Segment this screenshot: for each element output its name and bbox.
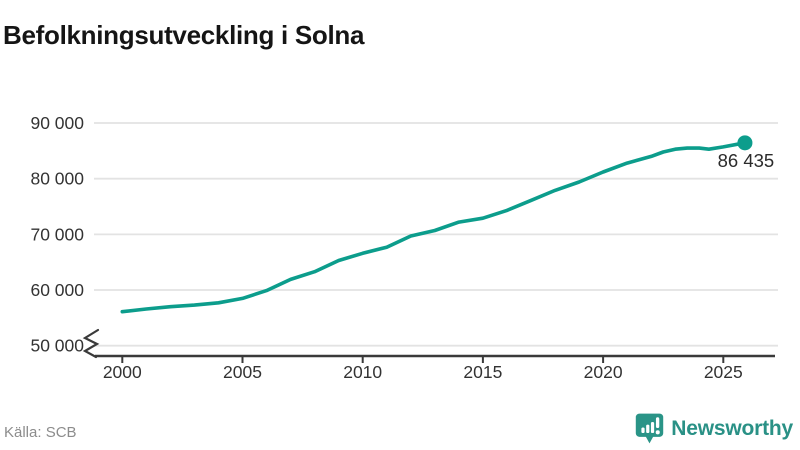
source-label: Källa: SCB — [4, 424, 77, 441]
svg-text:86 435: 86 435 — [718, 150, 775, 171]
svg-text:70 000: 70 000 — [30, 224, 84, 244]
bar-chart-speech-bubble-icon — [636, 413, 664, 444]
svg-text:80 000: 80 000 — [30, 169, 84, 189]
svg-text:2015: 2015 — [463, 362, 502, 382]
newsworthy-logo[interactable]: Newsworthy — [635, 413, 793, 444]
svg-text:2005: 2005 — [223, 362, 262, 382]
svg-text:2025: 2025 — [704, 362, 743, 382]
svg-text:2000: 2000 — [103, 362, 142, 382]
svg-text:50 000: 50 000 — [30, 336, 84, 356]
svg-text:90 000: 90 000 — [30, 113, 84, 133]
svg-text:2020: 2020 — [584, 362, 623, 382]
brand-wordmark: Newsworthy — [671, 416, 793, 440]
page-title: Befolkningsutveckling i Solna — [3, 20, 365, 51]
svg-text:60 000: 60 000 — [30, 280, 84, 300]
svg-text:2010: 2010 — [343, 362, 382, 382]
